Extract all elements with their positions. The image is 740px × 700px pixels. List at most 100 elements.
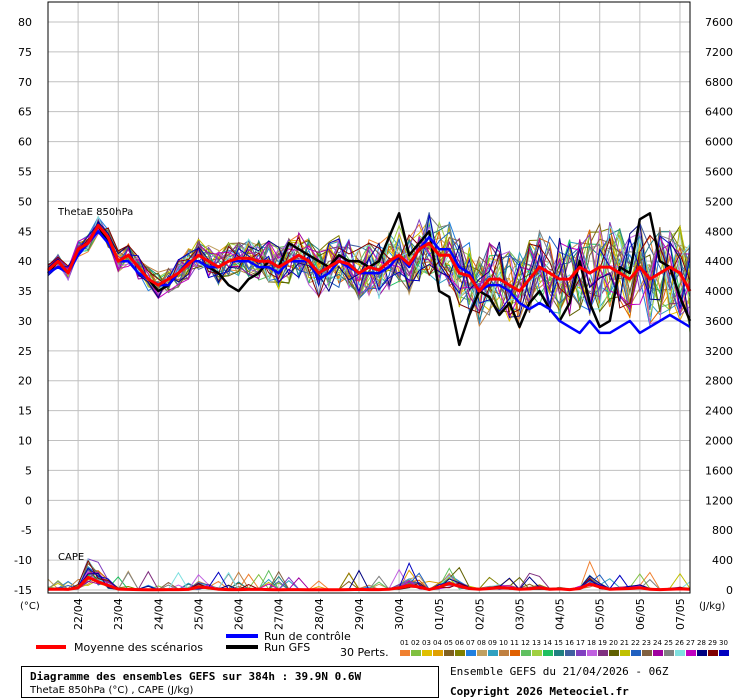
pert-number: 20 [609, 639, 618, 647]
left-tick-label: 15 [18, 405, 32, 418]
copyright: Copyright 2026 Meteociel.fr [450, 685, 629, 698]
right-tick-label: 6400 [705, 106, 733, 119]
pert-swatch [499, 650, 509, 656]
right-tick-label: 2800 [705, 375, 733, 388]
pert-number: 18 [587, 639, 596, 647]
right-tick-label: 7200 [705, 46, 733, 59]
pert-swatch [719, 650, 729, 656]
right-tick-label: 800 [712, 524, 733, 537]
left-tick-label: 25 [18, 345, 32, 358]
pert-swatch [664, 650, 674, 656]
pert-swatch [400, 650, 410, 656]
pert-number: 21 [620, 639, 629, 647]
pert-number: 11 [510, 639, 519, 647]
left-tick-label: 60 [18, 136, 32, 149]
right-tick-label: 400 [712, 554, 733, 567]
pert-number: 17 [576, 639, 585, 647]
left-tick-label: 5 [25, 464, 32, 477]
left-tick-label: 65 [18, 106, 32, 119]
right-axis-ticks: 7600720068006400600056005200480044004000… [705, 16, 733, 597]
main-series [47, 212, 692, 592]
right-tick-label: 5600 [705, 165, 733, 178]
left-tick-label: 55 [18, 165, 32, 178]
pert-number: 07 [466, 639, 475, 647]
x-tick-label: 05/05 [594, 598, 607, 630]
pert-number: 25 [664, 639, 673, 647]
pert-swatch [510, 650, 520, 656]
pert-swatch [466, 650, 476, 656]
right-tick-label: 0 [726, 584, 733, 597]
info-subtitle: ThetaE 850hPa (°C) , CAPE (J/kg) [30, 685, 194, 696]
pert-number: 16 [565, 639, 574, 647]
pert-swatch [455, 650, 465, 656]
cape-panel-label: CAPE [58, 552, 84, 563]
left-tick-label: -10 [14, 554, 32, 567]
right-tick-label: 4400 [705, 255, 733, 268]
ensemble-members [47, 212, 691, 591]
info-box: Diagramme des ensembles GEFS sur 384h : … [21, 666, 439, 698]
right-tick-label: 2000 [705, 435, 733, 448]
x-tick-label: 03/05 [513, 598, 526, 630]
right-tick-label: 6000 [705, 136, 733, 149]
pert-swatch [653, 650, 663, 656]
pert-swatch [411, 650, 421, 656]
x-tick-label: 23/04 [112, 598, 125, 630]
legend-control-label: Run de contrôle [264, 630, 351, 643]
x-tick-label: 27/04 [273, 598, 286, 630]
x-tick-label: 06/05 [634, 598, 647, 630]
right-axis-unit: (J/kg) [699, 601, 725, 612]
pert-swatch [642, 650, 652, 656]
x-tick-label: 07/05 [674, 598, 687, 630]
x-axis-ticks: 22/04 23/04 24/04 25/04 26/04 27/04 28/04 29/04… [72, 598, 687, 630]
left-tick-label: 45 [18, 225, 32, 238]
pert-swatch [576, 650, 586, 656]
pert-swatch [686, 650, 696, 656]
left-tick-label: 35 [18, 285, 32, 298]
pert-legend: 01 02 03 04 05 06 07 08 09 10 11 12 13 14 15 16 17 18 19 20… [400, 639, 729, 656]
legend-perts-label: 30 Perts. [340, 646, 389, 659]
pert-number: 05 [444, 639, 453, 647]
pert-number: 26 [675, 639, 684, 647]
pert-number: 22 [631, 639, 640, 647]
x-tick-label: 22/04 [72, 598, 85, 630]
pert-swatch [697, 650, 707, 656]
pert-swatch [433, 650, 443, 656]
pert-number: 01 [400, 639, 409, 647]
thetae-panel-label: ThetaE 850hPa [57, 207, 133, 218]
pert-number: 30 [719, 639, 728, 647]
pert-swatch [543, 650, 553, 656]
right-tick-label: 6800 [705, 76, 733, 89]
pert-number: 19 [598, 639, 607, 647]
pert-number: 15 [554, 639, 563, 647]
right-tick-label: 4000 [705, 285, 733, 298]
pert-number: 02 [411, 639, 420, 647]
ensemble-run-label: Ensemble GEFS du 21/04/2026 - 06Z [450, 665, 669, 678]
pert-number: 28 [697, 639, 706, 647]
member-line-15 [47, 219, 691, 322]
pert-swatch [708, 650, 718, 656]
pert-swatch [675, 650, 685, 656]
pert-number: 06 [455, 639, 464, 647]
right-tick-label: 3600 [705, 315, 733, 328]
right-tick-label: 2400 [705, 405, 733, 418]
mean-cape-line [47, 575, 691, 592]
x-tick-label: 29/04 [353, 598, 366, 630]
left-tick-label: 50 [18, 195, 32, 208]
pert-swatch [631, 650, 641, 656]
right-tick-label: 7600 [705, 16, 733, 29]
pert-swatch [532, 650, 542, 656]
pert-swatch [444, 650, 454, 656]
right-tick-label: 4800 [705, 225, 733, 238]
left-tick-label: 70 [18, 76, 32, 89]
pert-number: 03 [422, 639, 431, 647]
left-tick-label: 40 [18, 255, 32, 268]
x-tick-label: 04/05 [554, 598, 567, 630]
pert-swatch [620, 650, 630, 656]
left-tick-label: -5 [21, 524, 32, 537]
x-tick-label: 30/04 [393, 598, 406, 630]
pert-swatch [488, 650, 498, 656]
pert-number: 23 [642, 639, 651, 647]
left-tick-label: -15 [14, 584, 32, 597]
plot-frame [47, 1, 691, 594]
pert-swatch [477, 650, 487, 656]
